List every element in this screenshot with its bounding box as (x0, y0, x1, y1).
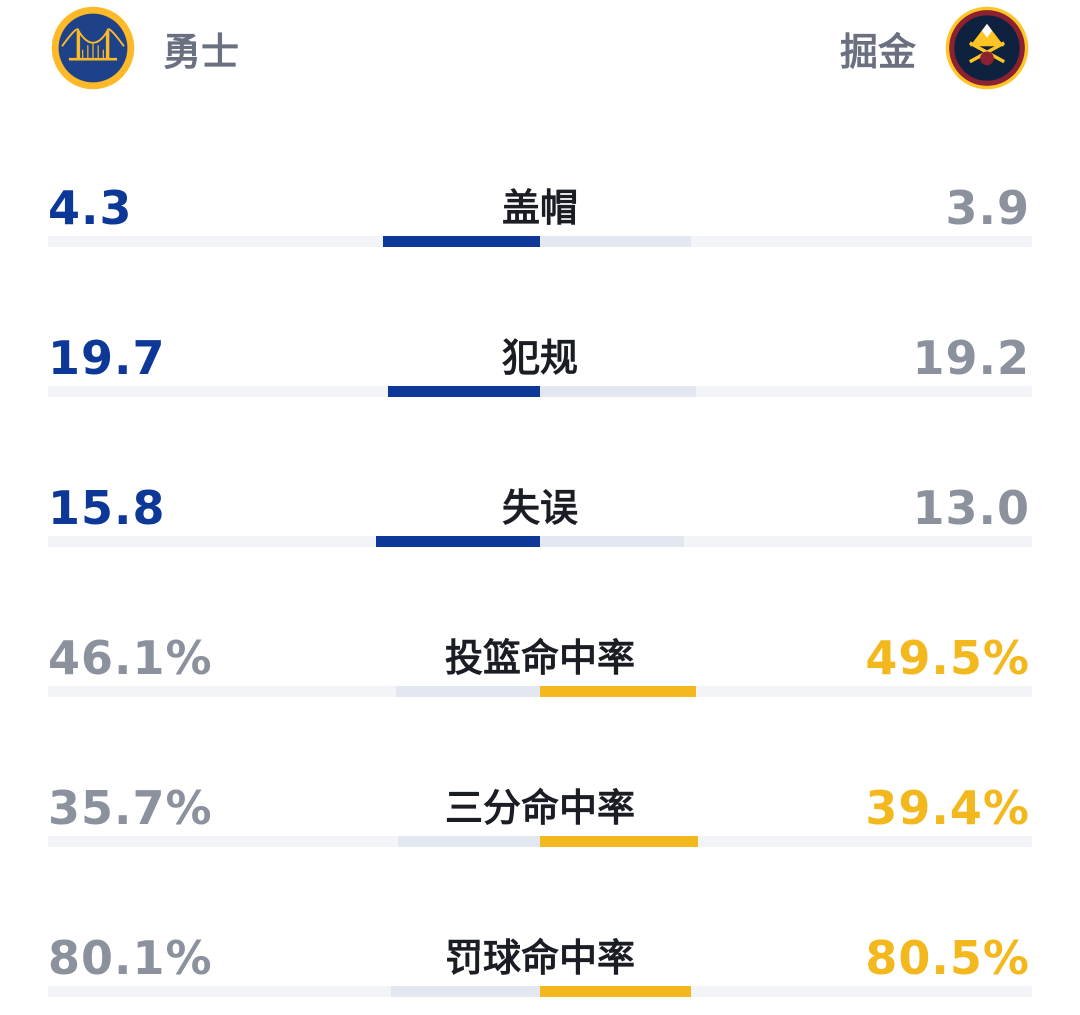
comparison-bar-shade (540, 236, 691, 247)
comparison-bar-shade (540, 386, 696, 397)
away-stat-value: 19.2 (912, 331, 1030, 385)
stat-label: 失误 (501, 486, 578, 530)
away-team-name: 掘金 (839, 30, 916, 74)
away-stat-value: 13.0 (912, 481, 1030, 535)
stat-row: 35.7% 三分命中率 39.4% (0, 780, 1080, 860)
stat-row: 19.7 犯规 19.2 (0, 330, 1080, 410)
away-comparison-bar (540, 986, 691, 997)
stat-label: 三分命中率 (444, 786, 635, 830)
away-stat-value: 39.4% (865, 781, 1030, 835)
comparison-bar-track (48, 536, 1032, 547)
comparison-bar-shade (540, 536, 684, 547)
home-stat-value: 35.7% (48, 781, 213, 835)
away-comparison-bar (540, 686, 696, 697)
home-comparison-bar (388, 386, 540, 397)
team-header: 勇士 掘金 (0, 0, 1080, 110)
stat-row: 15.8 失误 13.0 (0, 480, 1080, 560)
comparison-bar-track (48, 836, 1032, 847)
home-comparison-bar (382, 236, 540, 247)
home-stat-value: 80.1% (48, 931, 213, 985)
comparison-bar-shade (390, 986, 540, 997)
away-stat-value: 49.5% (865, 631, 1030, 685)
home-stat-value: 4.3 (48, 181, 133, 235)
comparison-bar-track (48, 986, 1032, 997)
home-stat-value: 46.1% (48, 631, 213, 685)
stat-label: 犯规 (501, 336, 578, 380)
stat-row: 80.1% 罚球命中率 80.5% (0, 930, 1080, 1010)
stat-label: 盖帽 (501, 186, 578, 230)
home-team-name: 勇士 (163, 30, 240, 74)
stat-row: 4.3 盖帽 3.9 (0, 180, 1080, 260)
warriors-logo-icon[interactable] (50, 5, 136, 91)
comparison-bar-shade (397, 836, 540, 847)
home-comparison-bar (375, 536, 540, 547)
stat-label: 罚球命中率 (444, 936, 635, 980)
comparison-bar-track (48, 686, 1032, 697)
comparison-bar-track (48, 386, 1032, 397)
comparison-bar-shade (395, 686, 540, 697)
away-stat-value: 80.5% (865, 931, 1030, 985)
away-comparison-bar (540, 836, 698, 847)
home-stat-value: 15.8 (48, 481, 166, 535)
away-stat-value: 3.9 (945, 181, 1030, 235)
comparison-bar-track (48, 236, 1032, 247)
stat-label: 投篮命中率 (444, 636, 635, 680)
nuggets-logo-icon[interactable] (944, 5, 1030, 91)
home-stat-value: 19.7 (48, 331, 166, 385)
stat-row: 46.1% 投篮命中率 49.5% (0, 630, 1080, 710)
